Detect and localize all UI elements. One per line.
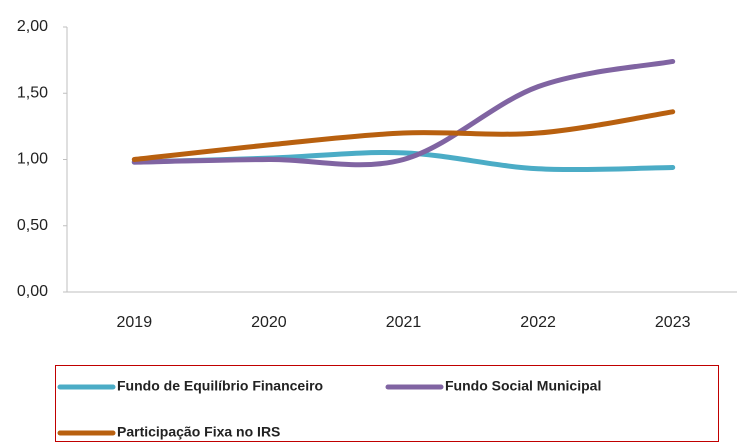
x-tick-label: 2020 (251, 314, 287, 331)
x-tick-label: 2022 (520, 314, 556, 331)
legend-label: Fundo de Equilíbrio Financeiro (117, 378, 323, 394)
x-tick-label: 2019 (117, 314, 153, 331)
y-tick-label: 0,00 (17, 283, 48, 300)
y-tick-label: 2,00 (17, 18, 48, 35)
series-line (131, 58, 676, 168)
legend-label: Participação Fixa no IRS (117, 424, 280, 440)
x-tick-label: 2021 (386, 314, 422, 331)
y-tick-label: 0,50 (17, 217, 48, 234)
series-line (131, 109, 676, 162)
legend-label: Fundo Social Municipal (445, 378, 601, 394)
y-tick-label: 1,00 (17, 151, 48, 168)
y-tick-label: 1,50 (17, 84, 48, 101)
x-tick-label: 2023 (655, 314, 691, 331)
